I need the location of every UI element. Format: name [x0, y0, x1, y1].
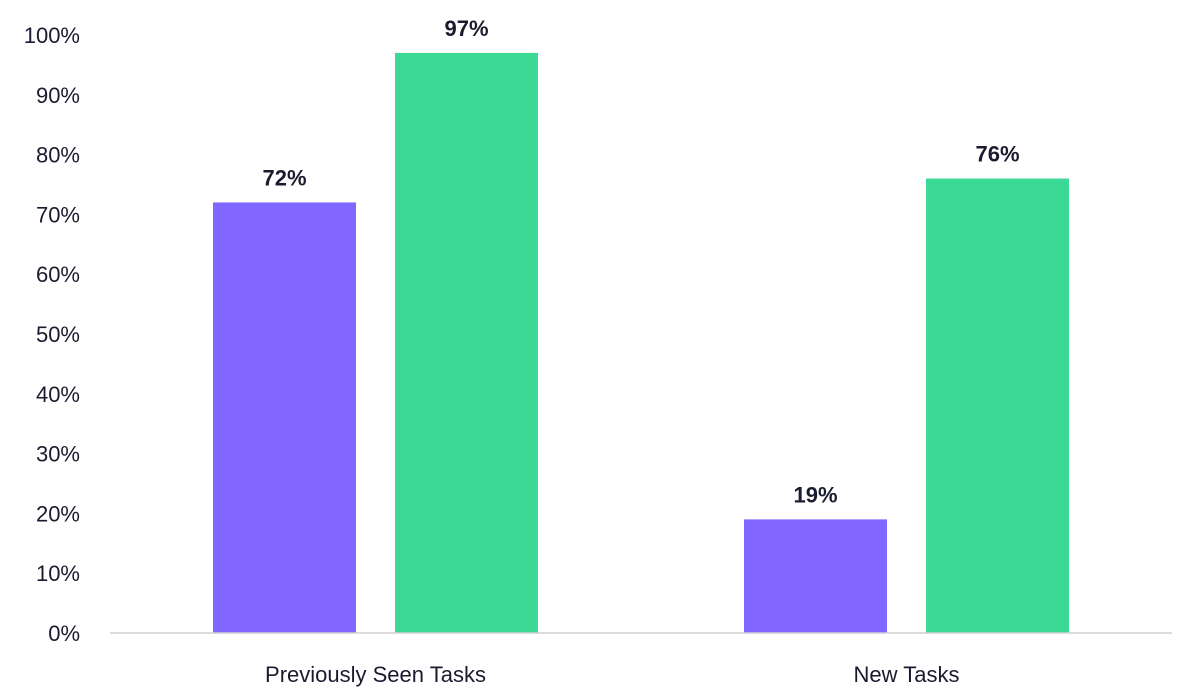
- bar: [744, 519, 887, 633]
- bar: [926, 178, 1069, 633]
- y-tick-label: 10%: [36, 561, 80, 586]
- data-label: 19%: [793, 482, 837, 507]
- data-labels: 72% 97% 19% 76%: [262, 16, 1019, 507]
- x-category-label: Previously Seen Tasks: [265, 662, 486, 687]
- x-category-label: New Tasks: [854, 662, 960, 687]
- data-label: 72%: [262, 165, 306, 190]
- y-tick-label: 60%: [36, 262, 80, 287]
- y-tick-label: 20%: [36, 501, 80, 526]
- data-label: 76%: [975, 142, 1019, 167]
- y-tick-label: 70%: [36, 202, 80, 227]
- y-tick-label: 0%: [48, 621, 80, 646]
- y-tick-label: 30%: [36, 442, 80, 467]
- y-tick-label: 90%: [36, 83, 80, 108]
- data-label: 97%: [444, 16, 488, 41]
- y-tick-label: 80%: [36, 143, 80, 168]
- y-tick-label: 40%: [36, 382, 80, 407]
- y-axis-ticks: 0% 10% 20% 30% 40% 50% 60% 70% 80% 90% 100%: [24, 23, 80, 646]
- x-axis-categories: Previously Seen Tasks New Tasks: [265, 662, 959, 687]
- y-tick-label: 100%: [24, 23, 80, 48]
- bar: [213, 202, 356, 633]
- y-tick-label: 50%: [36, 322, 80, 347]
- bars: [213, 52, 1069, 633]
- bar: [395, 52, 538, 633]
